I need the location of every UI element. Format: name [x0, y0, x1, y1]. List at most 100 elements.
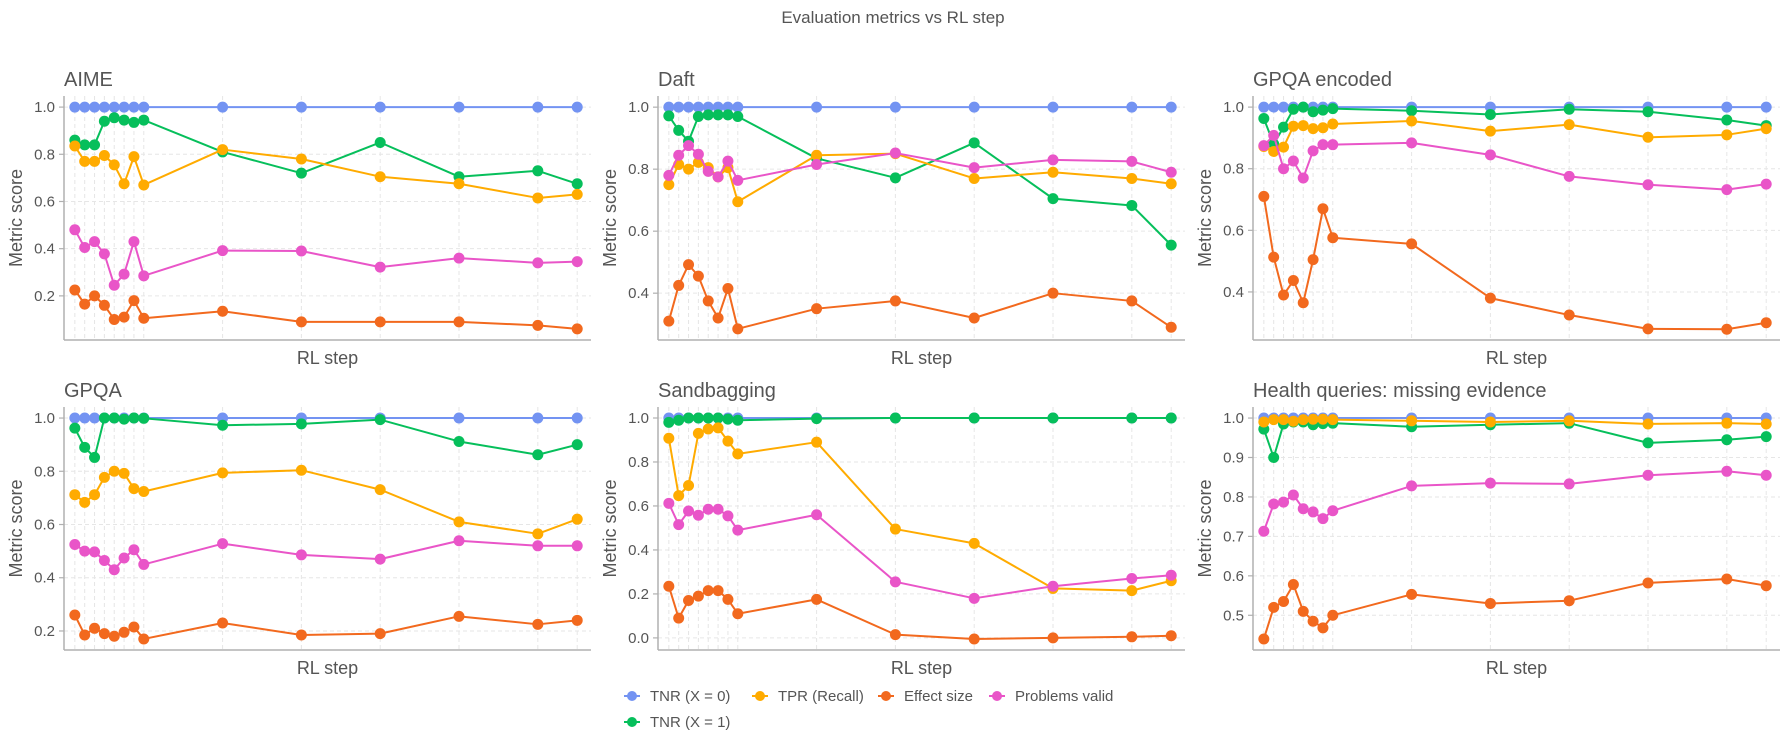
data-point-valid [1126, 573, 1138, 585]
series-valid [1258, 129, 1772, 196]
series-line-tnr1 [1262, 420, 1767, 459]
data-point-tnr0 [98, 101, 110, 113]
data-point-tpr [673, 490, 685, 502]
data-point-tnr1 [712, 412, 724, 424]
data-point-tnr1 [722, 413, 734, 425]
series-tnr0 [69, 101, 583, 113]
y-tick-label: 0.0 [628, 630, 649, 647]
data-point-effect [128, 295, 140, 307]
y-axis-label: Metric score [600, 169, 620, 267]
data-point-valid [1317, 513, 1329, 525]
legend: TNR (X = 0) TNR (X = 1) TPR (Recall) Effect… [624, 688, 1113, 731]
data-point-valid [683, 140, 695, 152]
y-tick-label: 0.4 [628, 542, 649, 559]
data-point-tpr [1047, 166, 1059, 178]
data-point-tpr [1268, 414, 1280, 426]
y-tick-label: 0.8 [628, 161, 649, 178]
series-line-tpr [667, 426, 1172, 592]
data-point-tpr [1165, 178, 1177, 190]
data-point-valid [69, 538, 81, 550]
data-point-tnr1 [1760, 431, 1772, 443]
data-point-tnr1 [712, 109, 724, 121]
data-point-tnr1 [118, 413, 130, 425]
data-point-tnr1 [98, 115, 110, 127]
data-point-tpr [732, 448, 744, 460]
data-point-tnr0 [295, 101, 307, 113]
data-point-effect [889, 629, 901, 641]
data-point-tnr1 [532, 449, 544, 461]
data-point-effect [702, 295, 714, 307]
data-point-tnr1 [295, 418, 307, 430]
data-point-tnr0 [532, 101, 544, 113]
y-tick-label: 0.2 [628, 586, 649, 603]
data-point-valid [712, 503, 724, 515]
data-point-valid [1047, 580, 1059, 592]
data-point-valid [1047, 154, 1059, 166]
data-point-tpr [79, 155, 91, 167]
data-point-valid [683, 505, 695, 517]
series-line-effect [1262, 196, 1767, 331]
x-axis-label: RL step [1486, 658, 1547, 678]
legend-item-tpr: TPR (Recall) [752, 688, 864, 705]
data-point-valid [128, 544, 140, 556]
data-point-tpr [108, 159, 120, 171]
data-point-valid [692, 509, 704, 521]
data-point-tpr [683, 163, 695, 175]
data-point-valid [1563, 170, 1575, 182]
data-point-tpr [1268, 145, 1280, 157]
data-point-tnr1 [79, 139, 91, 151]
data-point-tnr1 [692, 412, 704, 424]
data-point-valid [1760, 469, 1772, 481]
series-tnr1 [69, 112, 583, 190]
data-point-tpr [295, 464, 307, 476]
data-point-valid [118, 552, 130, 564]
data-point-effect [571, 323, 583, 335]
data-point-tnr0 [968, 101, 980, 113]
data-point-effect [98, 299, 110, 311]
data-point-valid [98, 248, 110, 260]
data-point-tnr1 [571, 439, 583, 451]
data-point-effect [69, 609, 81, 621]
data-point-tpr [89, 489, 101, 501]
data-point-tnr1 [663, 416, 675, 428]
series-line-tnr1 [1262, 106, 1767, 146]
series-line-tnr1 [73, 417, 578, 459]
data-point-valid [1278, 496, 1290, 508]
data-point-valid [1307, 145, 1319, 157]
subplot-title: GPQA [64, 380, 122, 402]
data-point-tnr0 [453, 101, 465, 113]
data-point-tnr1 [1268, 451, 1280, 463]
data-point-tnr0 [673, 101, 685, 113]
data-point-valid [108, 279, 120, 291]
data-point-tpr [295, 153, 307, 165]
legend-label: Effect size [904, 688, 973, 705]
data-point-tnr0 [571, 101, 583, 113]
data-point-effect [1287, 275, 1299, 287]
legend-marker [627, 691, 637, 701]
data-point-tpr [532, 528, 544, 540]
data-point-tpr [118, 178, 130, 190]
data-point-tpr [1287, 120, 1299, 132]
data-point-tpr [1563, 119, 1575, 131]
data-point-tnr1 [732, 414, 744, 426]
data-point-tpr [663, 432, 675, 444]
y-tick-label: 0.7 [1223, 528, 1244, 545]
data-point-effect [712, 585, 724, 597]
y-tick-label: 1.0 [34, 410, 55, 427]
legend-marker [627, 717, 637, 727]
data-point-valid [217, 538, 229, 550]
data-point-tnr1 [374, 414, 386, 426]
grid [64, 407, 591, 650]
data-point-tnr0 [69, 101, 81, 113]
data-point-valid [1406, 137, 1418, 149]
data-point-tnr0 [889, 101, 901, 113]
data-point-tnr1 [889, 172, 901, 184]
data-point-tnr1 [295, 167, 307, 179]
data-point-tpr [663, 179, 675, 191]
data-point-tnr0 [128, 101, 140, 113]
y-tick-label: 0.6 [34, 193, 55, 210]
data-point-effect [1327, 609, 1339, 621]
data-point-valid [374, 261, 386, 273]
data-point-tpr [1307, 123, 1319, 135]
data-point-valid [98, 554, 110, 566]
